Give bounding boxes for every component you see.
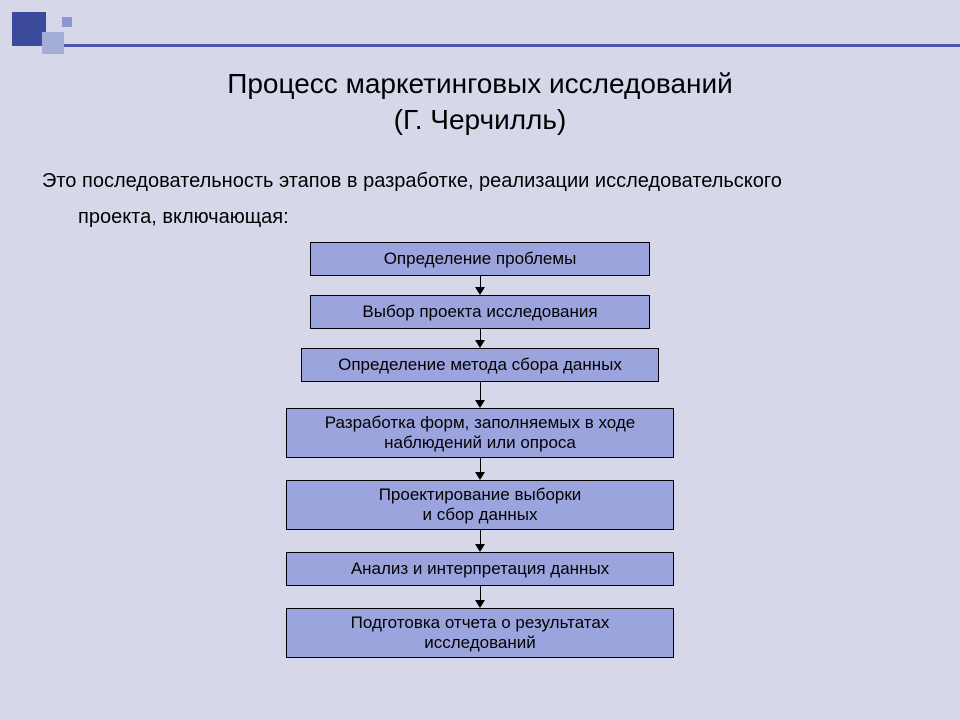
flow-box-6: Анализ и интерпретация данных (286, 552, 674, 586)
arrow-shaft (480, 530, 481, 544)
arrow-head-icon (475, 600, 485, 608)
flow-box-2-line-1: Выбор проекта исследования (362, 302, 597, 322)
flow-arrow-2 (475, 329, 485, 348)
arrow-head-icon (475, 472, 485, 480)
flow-box-5-line-2: и сбор данных (423, 505, 538, 525)
flow-box-4: Разработка форм, заполняемых в ходенаблю… (286, 408, 674, 458)
arrow-head-icon (475, 400, 485, 408)
flow-box-7: Подготовка отчета о результатахисследова… (286, 608, 674, 658)
flow-arrow-5 (475, 530, 485, 552)
arrow-shaft (480, 382, 481, 400)
deco-square-medium (42, 32, 64, 54)
flow-box-5: Проектирование выборкии сбор данных (286, 480, 674, 530)
title-line-1: Процесс маркетинговых исследований (0, 66, 960, 102)
flow-arrow-3 (475, 382, 485, 408)
flow-box-2: Выбор проекта исследования (310, 295, 650, 329)
flow-box-3-line-1: Определение метода сбора данных (338, 355, 622, 375)
arrow-shaft (480, 586, 481, 600)
slide-subtitle: Это последовательность этапов в разработ… (42, 163, 920, 235)
flow-box-7-line-2: исследований (424, 633, 536, 653)
title-line-2: (Г. Черчилль) (0, 102, 960, 138)
flow-box-5-line-1: Проектирование выборки (379, 485, 582, 505)
deco-square-large (12, 12, 46, 46)
flow-box-4-line-1: Разработка форм, заполняемых в ходе (325, 413, 636, 433)
flowchart: Определение проблемы Выбор проекта исслед… (0, 242, 960, 658)
flow-box-4-line-2: наблюдений или опроса (384, 433, 576, 453)
flow-box-7-line-1: Подготовка отчета о результатах (351, 613, 610, 633)
arrow-head-icon (475, 544, 485, 552)
slide-title: Процесс маркетинговых исследований (Г. Ч… (0, 66, 960, 139)
arrow-head-icon (475, 287, 485, 295)
slide: Процесс маркетинговых исследований (Г. Ч… (0, 0, 960, 720)
arrow-shaft (480, 329, 481, 340)
flow-arrow-6 (475, 586, 485, 608)
arrow-head-icon (475, 340, 485, 348)
deco-square-small (62, 17, 72, 27)
flow-box-1: Определение проблемы (310, 242, 650, 276)
flow-box-3: Определение метода сбора данных (301, 348, 659, 382)
subtitle-line-1: Это последовательность этапов в разработ… (42, 170, 782, 192)
flow-arrow-1 (475, 276, 485, 295)
arrow-shaft (480, 276, 481, 287)
header-rule (64, 44, 960, 47)
flow-box-1-line-1: Определение проблемы (384, 249, 577, 269)
flow-arrow-4 (475, 458, 485, 480)
arrow-shaft (480, 458, 481, 472)
subtitle-line-2: проекта, включающая: (42, 199, 920, 235)
flow-box-6-line-1: Анализ и интерпретация данных (351, 559, 609, 579)
